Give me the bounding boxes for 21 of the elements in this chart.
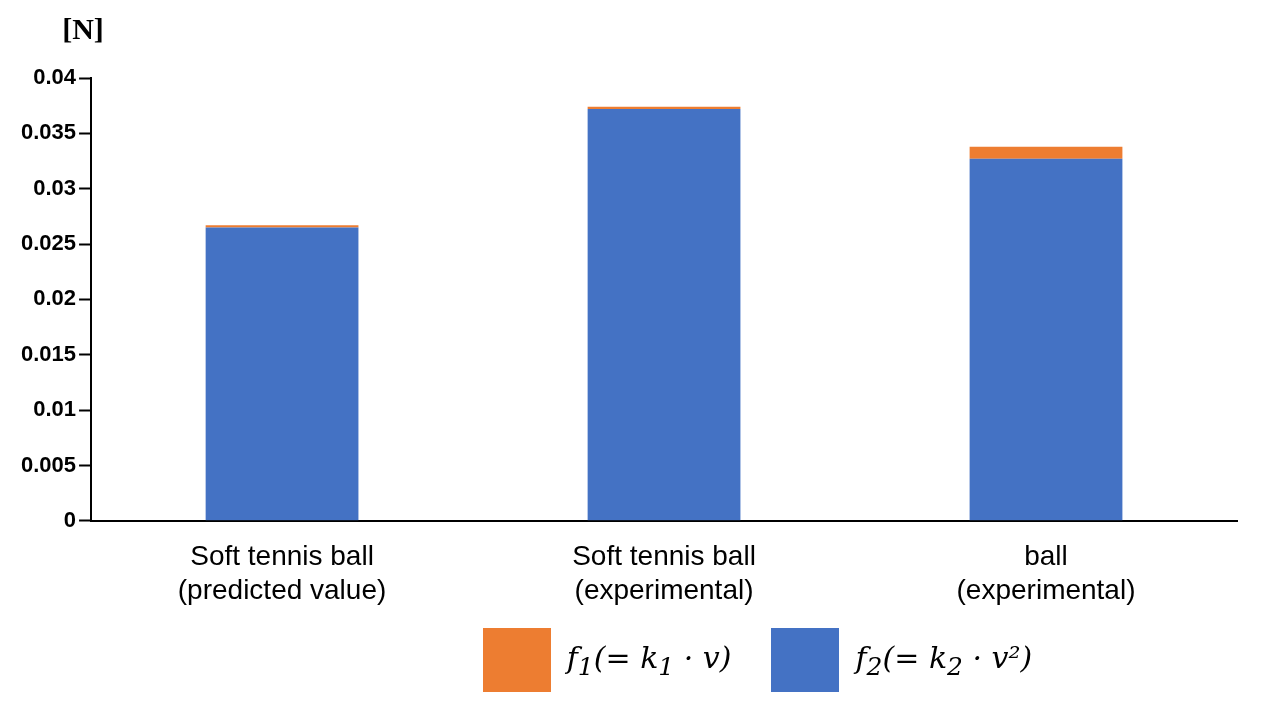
y-tick-label: 0.035 <box>20 119 77 145</box>
bar <box>587 106 741 109</box>
x-tick-label: Soft tennis ball (predicted value) <box>177 540 387 605</box>
y-tick-label: 0.01 <box>33 396 77 422</box>
y-axis-title: [N] <box>62 11 104 45</box>
bar <box>969 158 1123 521</box>
y-tick-label: 0.025 <box>20 230 77 256</box>
legend-label: f$_{2}$(= k$_{2}$ · v²) <box>855 639 1033 681</box>
y-tick-label: 0.04 <box>33 64 77 90</box>
legend-label: f$_{1}$(= k$_{1}$ · v) <box>566 639 732 681</box>
bar <box>969 146 1123 159</box>
x-tick-label: ball (experimental) <box>956 540 1136 605</box>
bar <box>205 225 359 228</box>
x-tick-label: Soft tennis ball (experimental) <box>572 540 756 605</box>
y-tick-label: 0 <box>63 506 77 532</box>
bar <box>205 227 359 521</box>
bar <box>587 109 741 521</box>
y-tick-label: 0.015 <box>20 340 77 366</box>
y-tick-label: 0.02 <box>33 285 77 311</box>
y-tick-label: 0.03 <box>33 174 77 200</box>
y-tick-label: 0.005 <box>20 451 77 477</box>
